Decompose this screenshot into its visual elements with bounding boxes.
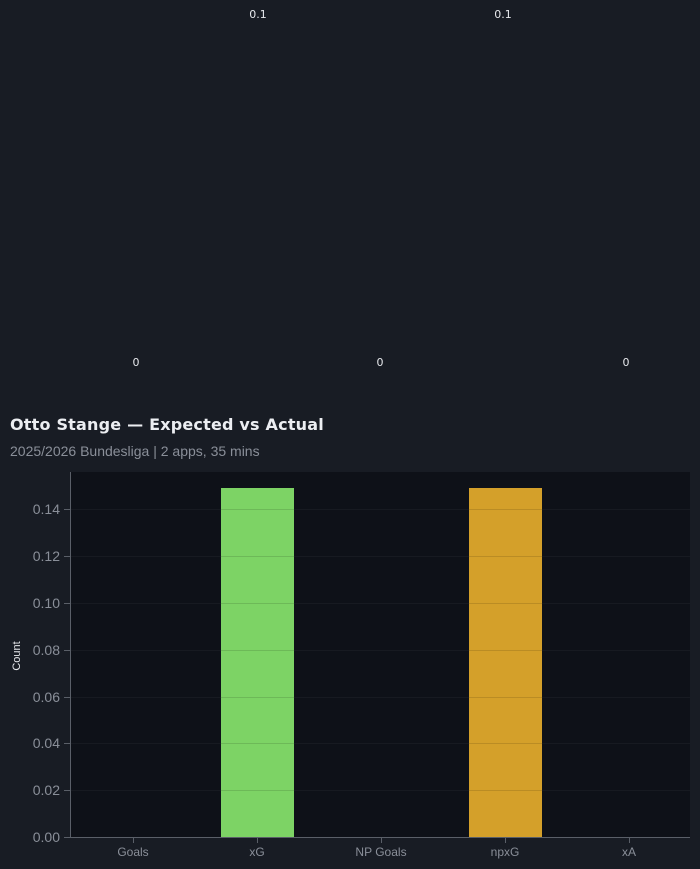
y-tick — [64, 696, 70, 698]
y-tick — [64, 603, 70, 605]
bar-gridline — [220, 509, 294, 511]
y-tick-label: 0.08 — [32, 641, 60, 658]
y-axis-title: Count — [11, 641, 23, 671]
chart-subtitle: 2025/2026 Bundesliga | 2 apps, 35 mins — [10, 443, 260, 459]
bar-gridline — [468, 509, 542, 511]
bar-gridline — [468, 556, 542, 558]
y-tick-label: 0.02 — [32, 782, 60, 799]
gridline — [70, 603, 690, 605]
bar-gridline — [220, 790, 294, 792]
gridline — [70, 696, 690, 698]
plot-area — [70, 472, 690, 837]
gridline — [70, 743, 690, 745]
x-tick-label: Goals — [117, 845, 149, 859]
value-label: 0 — [622, 356, 630, 369]
y-tick — [64, 556, 70, 558]
x-tick-label: xA — [621, 845, 637, 859]
gridline — [70, 556, 690, 558]
y-tick-label: 0.12 — [32, 548, 60, 565]
x-tick — [133, 838, 134, 843]
x-tick — [257, 838, 258, 843]
value-label: 0.1 — [249, 8, 267, 21]
y-axis — [70, 472, 71, 838]
bar-npxg — [468, 488, 542, 837]
y-tick-label: 0.04 — [32, 735, 60, 752]
x-tick — [629, 838, 630, 843]
x-axis — [70, 837, 690, 838]
gridline — [70, 790, 690, 792]
bar-gridline — [468, 696, 542, 698]
bar-gridline — [220, 649, 294, 651]
y-tick — [64, 509, 70, 511]
bar-gridline — [220, 603, 294, 605]
bar-xg — [220, 488, 294, 837]
x-tick-label: npxG — [490, 845, 520, 859]
x-tick-label: xG — [249, 845, 265, 859]
bar-gridline — [220, 743, 294, 745]
y-tick — [64, 790, 70, 792]
value-label: 0 — [132, 356, 140, 369]
y-tick-label: 0.10 — [32, 595, 60, 612]
bar-gridline — [220, 556, 294, 558]
x-tick — [381, 838, 382, 843]
bar-gridline — [220, 696, 294, 698]
y-tick — [64, 837, 70, 838]
value-label: 0.1 — [494, 8, 512, 21]
bar-gridline — [468, 603, 542, 605]
x-tick-label: NP Goals — [355, 845, 407, 859]
y-tick — [64, 743, 70, 745]
value-label: 0 — [376, 356, 384, 369]
chart-title: Otto Stange — Expected vs Actual — [10, 415, 324, 434]
bar-gridline — [468, 649, 542, 651]
bar-gridline — [468, 743, 542, 745]
y-tick — [64, 649, 70, 651]
y-tick-label: 0.14 — [32, 501, 60, 518]
bar-gridline — [468, 790, 542, 792]
y-tick-label: 0.00 — [32, 829, 60, 845]
x-tick — [505, 838, 506, 843]
gridline — [70, 509, 690, 511]
gridline — [70, 649, 690, 651]
y-tick-label: 0.06 — [32, 688, 60, 705]
